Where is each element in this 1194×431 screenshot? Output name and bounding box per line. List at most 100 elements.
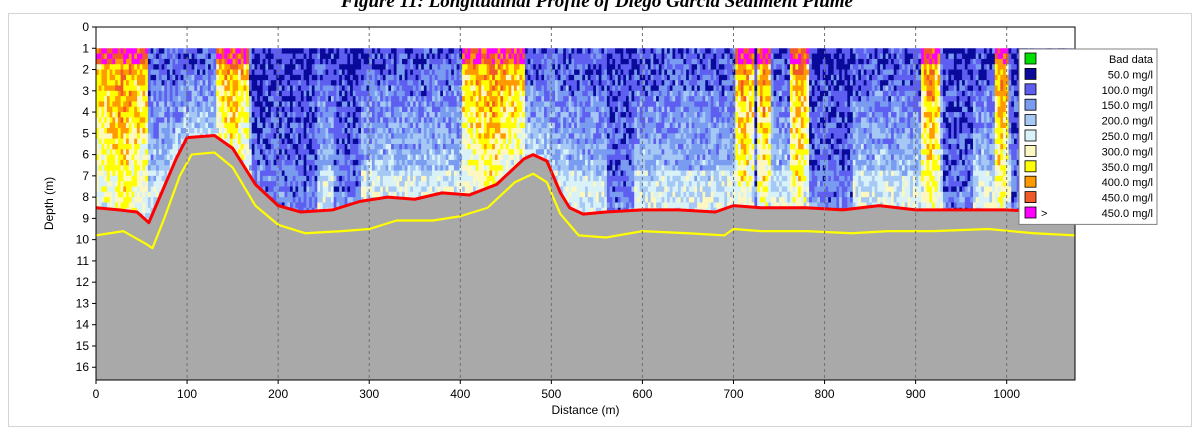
concentration-cell <box>131 202 135 209</box>
concentration-cell <box>544 117 548 124</box>
concentration-cell <box>565 64 570 71</box>
concentration-cell <box>238 106 242 113</box>
concentration-cell <box>199 74 204 81</box>
concentration-cell <box>142 186 146 193</box>
concentration-cell <box>197 117 201 124</box>
concentration-cell <box>535 58 540 65</box>
concentration-cell <box>191 112 195 118</box>
concentration-cell <box>568 53 572 60</box>
concentration-cell <box>453 149 458 156</box>
concentration-cell <box>106 154 111 161</box>
concentration-cell <box>462 128 466 134</box>
concentration-cell <box>481 175 485 182</box>
concentration-cell <box>432 101 436 108</box>
concentration-cell <box>511 48 515 55</box>
concentration-cell <box>363 159 368 166</box>
concentration-cell <box>382 149 387 156</box>
concentration-cell <box>456 106 460 113</box>
concentration-cell <box>538 122 542 129</box>
concentration-cell <box>571 133 575 140</box>
concentration-cell <box>355 175 359 182</box>
concentration-cell <box>366 149 370 156</box>
concentration-cell <box>270 101 275 108</box>
concentration-cell <box>134 74 138 81</box>
concentration-cell <box>429 112 433 118</box>
concentration-cell <box>98 165 103 172</box>
concentration-cell <box>98 80 103 87</box>
concentration-cell <box>218 117 223 124</box>
concentration-cell <box>363 58 368 65</box>
concentration-cell <box>579 197 583 204</box>
concentration-cell <box>377 74 381 81</box>
concentration-cell <box>199 128 204 134</box>
concentration-cell <box>167 80 171 87</box>
concentration-cell <box>284 85 288 92</box>
concentration-cell <box>579 112 583 118</box>
concentration-cell <box>462 159 466 166</box>
concentration-cell <box>254 85 258 92</box>
concentration-cell <box>136 154 141 161</box>
concentration-cell <box>355 133 359 140</box>
concentration-cell <box>344 96 348 103</box>
concentration-cell <box>238 85 242 92</box>
concentration-cell <box>347 58 351 65</box>
concentration-cell <box>289 80 294 87</box>
concentration-cell <box>554 159 559 166</box>
concentration-cell <box>101 170 105 177</box>
concentration-cell <box>147 186 152 193</box>
concentration-cell <box>254 165 258 172</box>
concentration-cell <box>123 165 127 172</box>
concentration-cell <box>467 106 471 113</box>
concentration-cell <box>358 170 362 177</box>
concentration-cell <box>216 128 220 134</box>
concentration-cell <box>511 64 515 71</box>
concentration-cell <box>221 122 226 129</box>
concentration-cell <box>300 128 305 134</box>
concentration-cell <box>391 64 395 71</box>
concentration-cell <box>412 154 417 161</box>
concentration-cell <box>131 85 135 92</box>
concentration-cell <box>527 58 531 65</box>
concentration-cell <box>218 64 223 71</box>
concentration-cell <box>554 175 559 182</box>
concentration-cell <box>350 96 354 103</box>
concentration-cell <box>172 128 176 134</box>
concentration-cell <box>574 143 578 150</box>
concentration-cell <box>117 122 122 129</box>
concentration-cell <box>292 85 297 92</box>
concentration-cell <box>120 69 124 76</box>
concentration-cell <box>101 149 105 156</box>
concentration-cell <box>210 128 215 134</box>
concentration-cell <box>571 112 575 118</box>
concentration-cell <box>150 175 154 182</box>
concentration-cell <box>437 117 441 124</box>
concentration-cell <box>295 106 299 113</box>
concentration-cell <box>134 154 138 161</box>
concentration-cell <box>579 58 583 65</box>
concentration-cell <box>511 58 515 65</box>
concentration-cell <box>243 154 247 161</box>
concentration-cell <box>265 58 269 65</box>
concentration-cell <box>268 133 272 140</box>
concentration-cell <box>117 197 122 204</box>
concentration-cell <box>126 197 130 204</box>
concentration-cell <box>440 186 444 193</box>
concentration-cell <box>317 74 321 81</box>
concentration-cell <box>382 133 387 140</box>
concentration-cell <box>169 53 174 60</box>
concentration-cell <box>311 69 316 76</box>
concentration-cell <box>309 181 313 188</box>
concentration-cell <box>388 133 392 140</box>
concentration-cell <box>112 181 116 188</box>
concentration-cell <box>552 133 556 140</box>
concentration-cell <box>150 90 154 97</box>
concentration-cell <box>595 149 600 156</box>
concentration-cell <box>145 202 149 209</box>
concentration-cell <box>314 133 318 140</box>
concentration-cell <box>486 159 491 166</box>
concentration-cell <box>582 138 586 145</box>
concentration-cell <box>350 101 354 108</box>
concentration-cell <box>568 90 572 97</box>
concentration-cell <box>284 74 288 81</box>
concentration-cell <box>557 53 562 60</box>
